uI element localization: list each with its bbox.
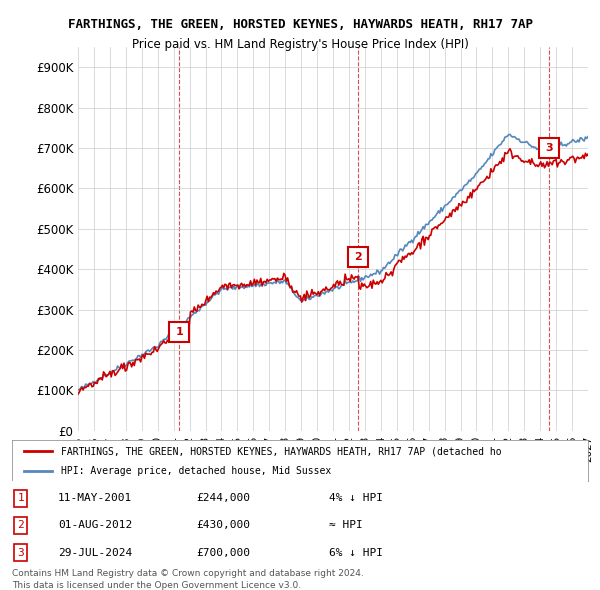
Text: 2: 2: [17, 520, 24, 530]
Text: HPI: Average price, detached house, Mid Sussex: HPI: Average price, detached house, Mid …: [61, 466, 331, 476]
Text: This data is licensed under the Open Government Licence v3.0.: This data is licensed under the Open Gov…: [12, 581, 301, 590]
Text: ≈ HPI: ≈ HPI: [329, 520, 362, 530]
Text: FARTHINGS, THE GREEN, HORSTED KEYNES, HAYWARDS HEATH, RH17 7AP: FARTHINGS, THE GREEN, HORSTED KEYNES, HA…: [67, 18, 533, 31]
Text: Contains HM Land Registry data © Crown copyright and database right 2024.: Contains HM Land Registry data © Crown c…: [12, 569, 364, 578]
Text: 2: 2: [355, 252, 362, 262]
Text: £700,000: £700,000: [196, 548, 250, 558]
Text: 1: 1: [17, 493, 24, 503]
Text: 1: 1: [175, 327, 183, 337]
Text: £244,000: £244,000: [196, 493, 250, 503]
Text: 4% ↓ HPI: 4% ↓ HPI: [329, 493, 383, 503]
Text: 11-MAY-2001: 11-MAY-2001: [58, 493, 133, 503]
Text: Price paid vs. HM Land Registry's House Price Index (HPI): Price paid vs. HM Land Registry's House …: [131, 38, 469, 51]
Text: FARTHINGS, THE GREEN, HORSTED KEYNES, HAYWARDS HEATH, RH17 7AP (detached ho: FARTHINGS, THE GREEN, HORSTED KEYNES, HA…: [61, 446, 502, 456]
Text: £430,000: £430,000: [196, 520, 250, 530]
Text: 01-AUG-2012: 01-AUG-2012: [58, 520, 133, 530]
Text: 6% ↓ HPI: 6% ↓ HPI: [329, 548, 383, 558]
Text: 29-JUL-2024: 29-JUL-2024: [58, 548, 133, 558]
Text: 3: 3: [545, 143, 553, 153]
Text: 3: 3: [17, 548, 24, 558]
